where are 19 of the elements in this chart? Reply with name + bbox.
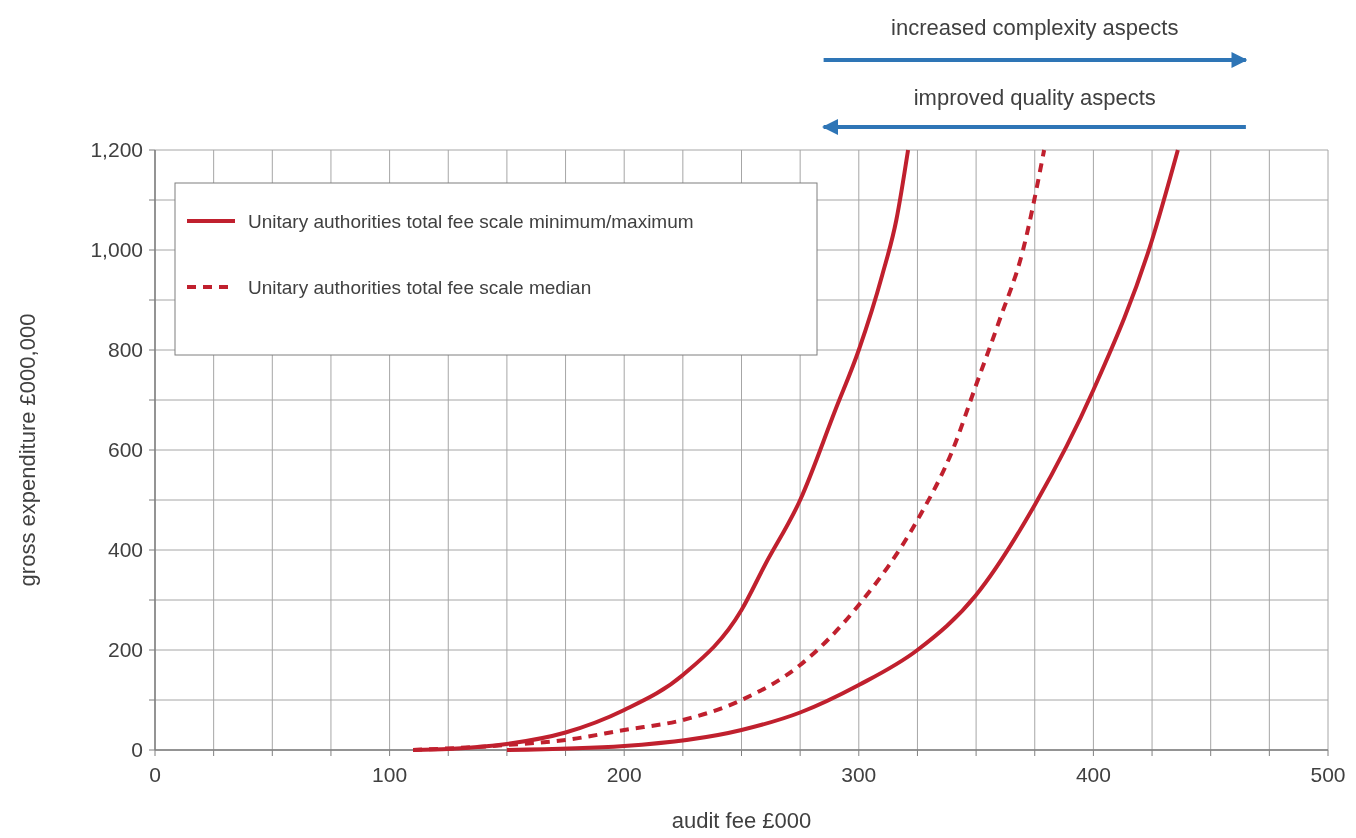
y-tick-label: 400 xyxy=(107,538,143,561)
text: increased complexity aspects xyxy=(891,15,1179,40)
x-tick-label: 100 xyxy=(372,763,408,786)
legend-label: Unitary authorities total fee scale minimum/maximum xyxy=(248,211,694,232)
text: improved quality aspects xyxy=(913,85,1156,110)
x-tick-label: 0 xyxy=(149,763,161,786)
y-tick-label: 600 xyxy=(107,438,143,461)
legend-label: Unitary authorities total fee scale median xyxy=(248,277,592,298)
x-axis-title: audit fee £000 xyxy=(671,808,812,833)
x-tick-label: 300 xyxy=(841,763,877,786)
y-tick-label: 800 xyxy=(107,338,143,361)
x-tick-label: 400 xyxy=(1075,763,1111,786)
y-tick-label: 200 xyxy=(107,638,143,661)
y-tick-label: 0 xyxy=(131,738,143,761)
y-tick-label: 1,200 xyxy=(90,138,143,161)
y-axis-title: gross expenditure £000,000 xyxy=(15,313,40,587)
x-tick-label: 200 xyxy=(606,763,642,786)
x-tick-label: 500 xyxy=(1310,763,1346,786)
y-tick-label: 1,000 xyxy=(90,238,143,261)
